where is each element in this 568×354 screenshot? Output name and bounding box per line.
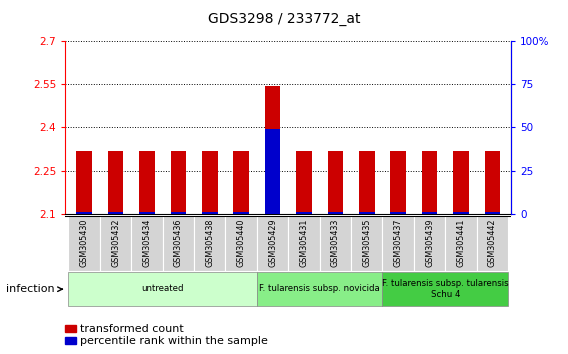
Bar — [414, 216, 445, 271]
Bar — [382, 272, 508, 306]
Bar — [390, 212, 406, 214]
Bar — [131, 216, 162, 271]
Text: GSM305436: GSM305436 — [174, 219, 183, 267]
Bar — [359, 152, 375, 214]
Bar — [257, 272, 382, 306]
Text: GSM305442: GSM305442 — [488, 219, 497, 267]
Bar — [453, 212, 469, 214]
Bar — [257, 216, 288, 271]
Text: percentile rank within the sample: percentile rank within the sample — [80, 336, 268, 346]
Text: untreated: untreated — [141, 284, 184, 293]
Bar — [265, 86, 281, 214]
Bar — [320, 216, 351, 271]
Bar — [453, 151, 469, 214]
Bar — [108, 152, 123, 214]
Bar — [100, 216, 131, 271]
Text: GSM305439: GSM305439 — [425, 219, 434, 267]
Text: GSM305434: GSM305434 — [143, 219, 152, 267]
Text: infection: infection — [6, 284, 55, 294]
Bar — [289, 216, 320, 271]
Bar — [485, 212, 500, 214]
Bar — [194, 216, 225, 271]
Text: GSM305431: GSM305431 — [299, 219, 308, 267]
Text: GSM305438: GSM305438 — [205, 219, 214, 267]
Bar — [139, 151, 155, 214]
Bar — [233, 152, 249, 214]
Bar — [328, 152, 343, 214]
Bar — [69, 216, 100, 271]
Bar — [382, 216, 414, 271]
Bar — [485, 152, 500, 214]
Bar — [76, 152, 92, 214]
Bar — [296, 152, 312, 214]
Bar — [162, 216, 194, 271]
Text: GSM305429: GSM305429 — [268, 219, 277, 267]
Text: transformed count: transformed count — [80, 324, 184, 333]
Bar — [328, 212, 343, 214]
Text: GSM305430: GSM305430 — [80, 219, 89, 267]
Text: GSM305441: GSM305441 — [457, 219, 465, 267]
Bar — [359, 212, 375, 214]
Bar — [108, 212, 123, 214]
Bar — [265, 129, 281, 214]
Bar — [421, 151, 437, 214]
Bar — [139, 212, 155, 214]
Bar — [390, 152, 406, 214]
Bar — [170, 212, 186, 214]
Bar — [477, 216, 508, 271]
Bar — [421, 212, 437, 214]
Bar — [445, 216, 477, 271]
Bar — [202, 152, 218, 214]
Bar — [296, 212, 312, 214]
Text: F. tularensis subsp. novicida: F. tularensis subsp. novicida — [259, 284, 380, 293]
Text: GSM305433: GSM305433 — [331, 219, 340, 267]
Text: GDS3298 / 233772_at: GDS3298 / 233772_at — [208, 12, 360, 27]
Bar — [69, 272, 257, 306]
Bar — [233, 212, 249, 214]
Text: GSM305437: GSM305437 — [394, 219, 403, 267]
Text: F. tularensis subsp. tularensis
Schu 4: F. tularensis subsp. tularensis Schu 4 — [382, 279, 508, 298]
Bar — [351, 216, 382, 271]
Text: GSM305440: GSM305440 — [237, 219, 246, 267]
Bar — [225, 216, 257, 271]
Text: GSM305435: GSM305435 — [362, 219, 371, 267]
Bar — [76, 212, 92, 214]
Bar — [202, 212, 218, 214]
Text: GSM305432: GSM305432 — [111, 219, 120, 267]
Bar — [170, 151, 186, 214]
